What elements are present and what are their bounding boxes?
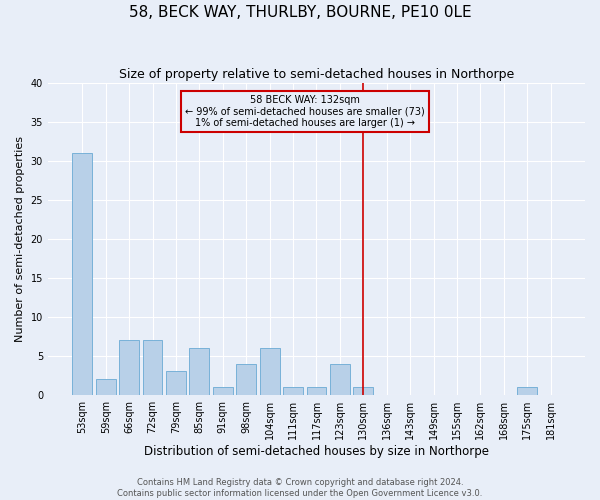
Bar — [190, 348, 209, 395]
Bar — [143, 340, 163, 394]
Text: 58, BECK WAY, THURLBY, BOURNE, PE10 0LE: 58, BECK WAY, THURLBY, BOURNE, PE10 0LE — [128, 5, 472, 20]
Bar — [213, 387, 233, 394]
Bar — [353, 387, 373, 394]
Bar — [260, 348, 280, 395]
Y-axis label: Number of semi-detached properties: Number of semi-detached properties — [15, 136, 25, 342]
Bar — [236, 364, 256, 394]
Text: 58 BECK WAY: 132sqm
← 99% of semi-detached houses are smaller (73)
1% of semi-de: 58 BECK WAY: 132sqm ← 99% of semi-detach… — [185, 94, 425, 128]
Bar — [283, 387, 303, 394]
Bar — [73, 153, 92, 394]
Bar — [166, 372, 186, 394]
Title: Size of property relative to semi-detached houses in Northorpe: Size of property relative to semi-detach… — [119, 68, 514, 80]
Bar — [330, 364, 350, 394]
Bar — [307, 387, 326, 394]
X-axis label: Distribution of semi-detached houses by size in Northorpe: Distribution of semi-detached houses by … — [144, 444, 489, 458]
Text: Contains HM Land Registry data © Crown copyright and database right 2024.
Contai: Contains HM Land Registry data © Crown c… — [118, 478, 482, 498]
Bar — [517, 387, 537, 394]
Bar — [119, 340, 139, 394]
Bar — [96, 379, 116, 394]
